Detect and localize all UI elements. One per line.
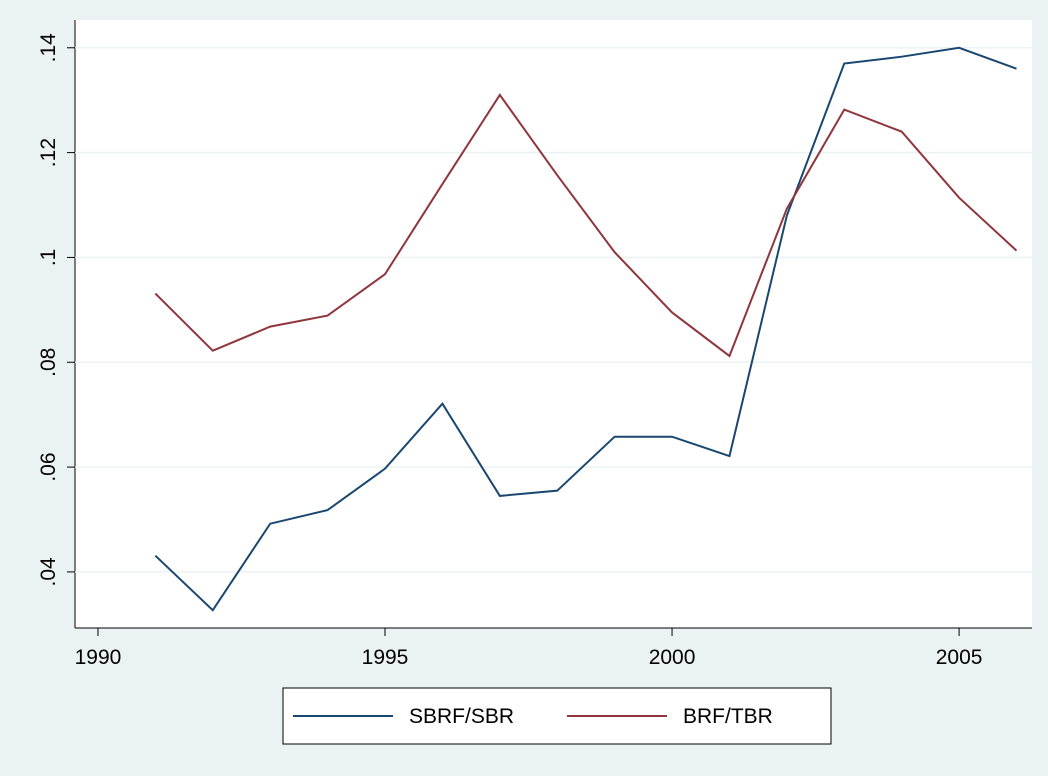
- series-line: [154, 93, 1018, 358]
- x-tick-label: 2005: [936, 646, 983, 669]
- y-tick-label: .12: [37, 138, 60, 167]
- x-tick-label: 1995: [362, 646, 409, 669]
- x-tick-label: 1990: [75, 646, 122, 669]
- y-tick-label: .04: [37, 557, 60, 587]
- x-tick-label: 2000: [649, 646, 696, 669]
- legend-label: SBRF/SBR: [409, 705, 514, 728]
- y-tick-label: .08: [37, 348, 60, 377]
- y-tick-label: .06: [37, 452, 60, 481]
- y-tick-label: .14: [37, 33, 60, 63]
- series-line: [154, 46, 1017, 612]
- y-tick-label: .1: [37, 249, 60, 267]
- plot-area: [75, 20, 1032, 628]
- legend-label: BRF/TBR: [683, 705, 773, 728]
